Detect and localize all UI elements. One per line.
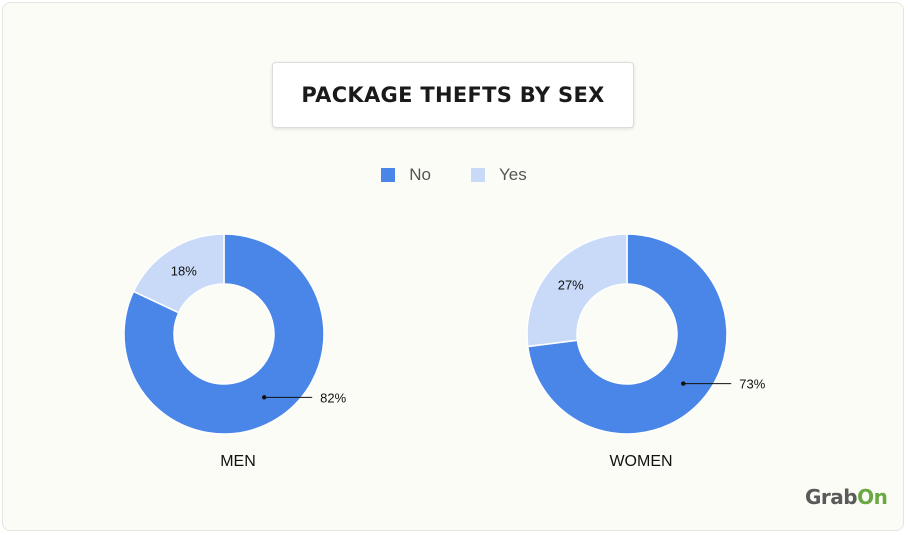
women-label-yes: 27% [558,277,584,292]
legend-item-yes: Yes [471,165,527,185]
women-slice-no [526,233,728,435]
legend-item-no: No [381,165,431,185]
legend-swatch-no [381,168,396,182]
title-box: PACKAGE THEFTS BY SEX [272,62,634,128]
logo-text-grab: Grab [805,485,858,509]
legend-label-no: No [409,165,431,184]
men-slice-yes [132,233,225,314]
men-label-yes: 18% [171,264,197,279]
chart-title: PACKAGE THEFTS BY SEX [301,83,605,107]
women-chart-label: WOMEN [609,453,672,470]
legend-label-yes: Yes [499,165,527,184]
legend: No Yes [0,165,908,185]
grabon-logo: GrabOn [805,485,888,509]
logo-text-on: On [857,485,888,509]
legend-swatch-yes [471,168,485,182]
women-label-no: 73% [739,377,765,392]
men-slice-no [123,233,325,435]
women-slice-yes [526,233,628,348]
men-label-no: 82% [320,390,346,405]
men-chart-label: MEN [220,453,256,470]
